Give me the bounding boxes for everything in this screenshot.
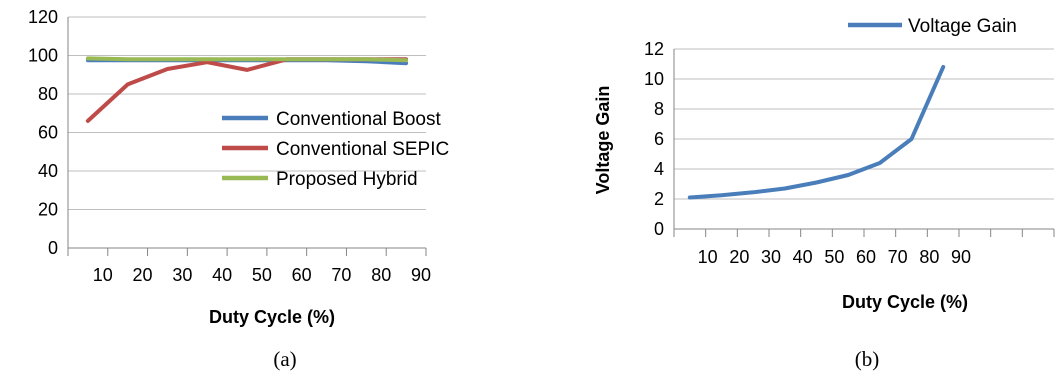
x-tick-label: 70: [888, 247, 908, 267]
legend-entry: Conventional SEPIC: [276, 139, 449, 160]
y-axis-title: Voltage Gain: [593, 86, 613, 195]
x-axis-title: Duty Cycle (%): [209, 307, 335, 327]
legend-entry: Conventional Boost: [276, 109, 441, 130]
x-tick-label: 50: [824, 247, 844, 267]
y-tick-label: 120: [28, 7, 58, 27]
legend-entry: Proposed Hybrid: [276, 169, 418, 190]
y-tick-label: 100: [28, 46, 58, 66]
y-tick-label: 0: [654, 219, 664, 239]
x-tick-label: 30: [172, 265, 192, 285]
x-tick-label: 80: [371, 265, 391, 285]
x-tick-label: 40: [212, 265, 232, 285]
y-tick-label: 60: [38, 123, 58, 143]
x-tick-label: 90: [951, 247, 971, 267]
series-line-0: [687, 65, 946, 200]
x-tick-label: 90: [411, 265, 431, 285]
y-tick-label: 2: [654, 189, 664, 209]
y-tick-label: 80: [38, 84, 58, 104]
y-tick-label: 4: [654, 159, 664, 179]
y-tick-label: 40: [38, 161, 58, 181]
x-tick-label: 60: [292, 265, 312, 285]
x-tick-label: 20: [729, 247, 749, 267]
y-tick-label: 8: [654, 99, 664, 119]
x-tick-label: 60: [856, 247, 876, 267]
panel-caption: (a): [273, 347, 296, 371]
y-tick-label: 20: [38, 200, 58, 220]
x-tick-label: 40: [793, 247, 813, 267]
chart-a: 0 20 40 60 80 100 120 10 20 30 40 50 60 70 80 90 Convent…: [28, 7, 449, 371]
panel-caption: (b): [855, 347, 880, 371]
legend-entry: Voltage Gain: [908, 16, 1017, 37]
y-tick-label: 12: [644, 39, 664, 59]
y-tick-label: 6: [654, 129, 664, 149]
x-tick-label: 10: [93, 265, 113, 285]
x-axis-title: Duty Cycle (%): [842, 292, 968, 312]
x-tick-label: 20: [133, 265, 153, 285]
series-line-2: [85, 56, 409, 63]
chart-b: 0 2 4 6 8 10 12 10 20 30 40 50 60 70 80 90 Voltage Gain D…: [593, 16, 1055, 371]
x-tick-label: 30: [761, 247, 781, 267]
y-tick-label: 10: [644, 69, 664, 89]
x-tick-label: 10: [698, 247, 718, 267]
x-tick-label: 70: [331, 265, 351, 285]
y-tick-label: 0: [48, 238, 58, 258]
x-tick-label: 50: [252, 265, 272, 285]
x-tick-label: 80: [919, 247, 939, 267]
